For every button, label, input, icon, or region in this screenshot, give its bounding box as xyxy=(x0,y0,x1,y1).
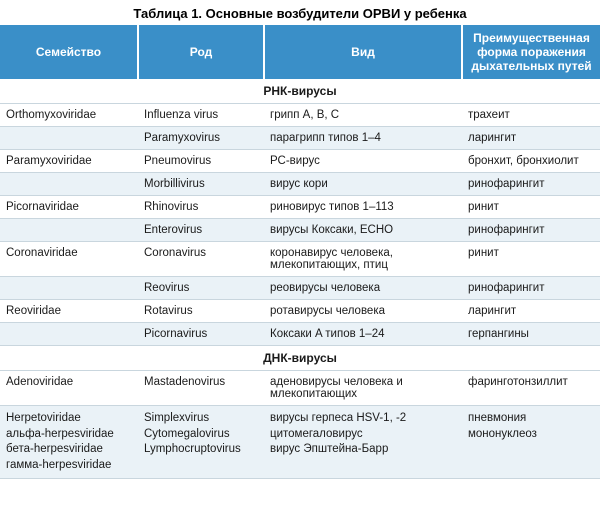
cell: реовирусы человека xyxy=(264,277,462,300)
section-header: РНК-вирусы xyxy=(0,79,600,104)
cell: парагрипп типов 1–4 xyxy=(264,127,462,150)
col-form: Преимущественная форма поражения дыхател… xyxy=(462,25,600,79)
cell: бронхит, бронхиолит xyxy=(462,150,600,173)
cell: Coronavirus xyxy=(138,242,264,277)
cell: фаринготонзиллит xyxy=(462,371,600,406)
cell: РС-вирус xyxy=(264,150,462,173)
section-header: ДНК-вирусы xyxy=(0,346,600,371)
cell: вирусы герпеса HSV-1, -2цитомегаловирусв… xyxy=(264,406,462,479)
cell: Коксаки A типов 1–24 xyxy=(264,323,462,346)
cell: риновирус типов 1–113 xyxy=(264,196,462,219)
col-species: Вид xyxy=(264,25,462,79)
cell: Herpetoviridaeальфа-herpesviridaeбета-he… xyxy=(0,406,138,479)
cell: трахеит xyxy=(462,104,600,127)
cell: ларингит xyxy=(462,300,600,323)
header-row: Семейство Род Вид Преимущественная форма… xyxy=(0,25,600,79)
cell: Rotavirus xyxy=(138,300,264,323)
cell xyxy=(0,127,138,150)
table-row: OrthomyxoviridaeInfluenza virusгрипп A, … xyxy=(0,104,600,127)
cell: ринофарингит xyxy=(462,277,600,300)
cell: Reovirus xyxy=(138,277,264,300)
cell: Adenoviridae xyxy=(0,371,138,406)
section-header-cell: РНК-вирусы xyxy=(0,79,600,104)
virus-table: Семейство Род Вид Преимущественная форма… xyxy=(0,25,600,479)
table-row: ReoviridaeRotavirusротавирусы человекала… xyxy=(0,300,600,323)
cell: ларингит xyxy=(462,127,600,150)
cell: пневмониямононуклеоз xyxy=(462,406,600,479)
cell: аденовирусы человека и млекопитающих xyxy=(264,371,462,406)
table-row: ParamyxoviridaePneumovirusРС-вирусбронхи… xyxy=(0,150,600,173)
cell: коронавирус человека, млекопитающих, пти… xyxy=(264,242,462,277)
cell: SimplexvirusCytomegalovirusLymphocruptov… xyxy=(138,406,264,479)
cell: Picornaviridae xyxy=(0,196,138,219)
cell: Pneumovirus xyxy=(138,150,264,173)
table-row: Morbillivirusвирус кориринофарингит xyxy=(0,173,600,196)
table-row: AdenoviridaeMastadenovirusаденовирусы че… xyxy=(0,371,600,406)
cell: Paramyxoviridae xyxy=(0,150,138,173)
table-row: PicornaviridaeRhinovirusриновирус типов … xyxy=(0,196,600,219)
cell: Morbillivirus xyxy=(138,173,264,196)
cell: ринофарингит xyxy=(462,219,600,242)
cell: Reoviridae xyxy=(0,300,138,323)
cell: Orthomyxoviridae xyxy=(0,104,138,127)
section-header-cell: ДНК-вирусы xyxy=(0,346,600,371)
cell: вирусы Коксаки, ECHO xyxy=(264,219,462,242)
cell: герпангины xyxy=(462,323,600,346)
table-title: Таблица 1. Основные возбудители ОРВИ у р… xyxy=(0,0,600,25)
cell: ринит xyxy=(462,196,600,219)
cell: ринит xyxy=(462,242,600,277)
cell: Paramyxovirus xyxy=(138,127,264,150)
col-genus: Род xyxy=(138,25,264,79)
cell: вирус кори xyxy=(264,173,462,196)
table-row: Enterovirusвирусы Коксаки, ECHOринофарин… xyxy=(0,219,600,242)
table-row: PicornavirusКоксаки A типов 1–24герпанги… xyxy=(0,323,600,346)
cell: Rhinovirus xyxy=(138,196,264,219)
cell: Coronaviridae xyxy=(0,242,138,277)
table-row: Reovirusреовирусы человекаринофарингит xyxy=(0,277,600,300)
col-family: Семейство xyxy=(0,25,138,79)
table-row: CoronaviridaeCoronavirusкоронавирус чело… xyxy=(0,242,600,277)
cell: ротавирусы человека xyxy=(264,300,462,323)
cell: Mastadenovirus xyxy=(138,371,264,406)
cell xyxy=(0,277,138,300)
cell xyxy=(0,323,138,346)
table-row: Paramyxovirusпарагрипп типов 1–4ларингит xyxy=(0,127,600,150)
cell xyxy=(0,173,138,196)
cell: ринофарингит xyxy=(462,173,600,196)
cell: Picornavirus xyxy=(138,323,264,346)
table-row: Herpetoviridaeальфа-herpesviridaeбета-he… xyxy=(0,406,600,479)
cell: Influenza virus xyxy=(138,104,264,127)
cell: Enterovirus xyxy=(138,219,264,242)
cell: грипп A, B, C xyxy=(264,104,462,127)
cell xyxy=(0,219,138,242)
